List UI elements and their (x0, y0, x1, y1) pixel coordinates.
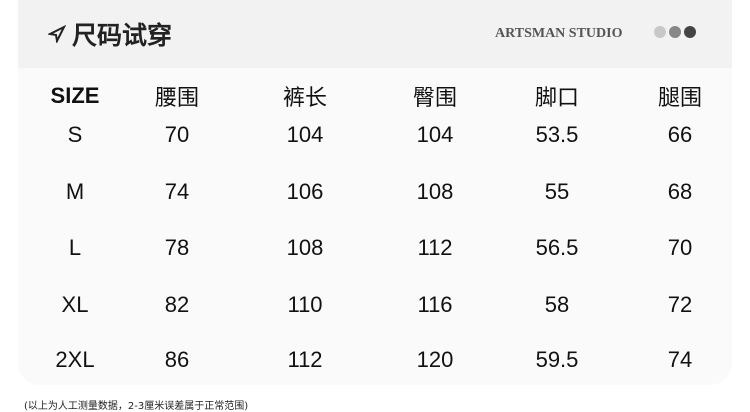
table-cell: 78 (164, 235, 190, 260)
table-cell: 104 (416, 122, 454, 147)
size-label: M (65, 179, 85, 204)
table-cell: 110 (287, 292, 323, 317)
table-cell: 106 (286, 179, 324, 204)
table-cell: 68 (667, 179, 693, 204)
dot-icon (654, 26, 666, 38)
brand-label: ARTSMAN STUDIO (495, 26, 623, 41)
table-cell: 112 (287, 347, 323, 372)
table-cell: 70 (667, 235, 693, 260)
size-chart-card: 尺码试穿 ARTSMAN STUDIO (18, 0, 732, 385)
column-header: 腰围 (154, 85, 200, 110)
table-cell: 74 (667, 347, 693, 372)
table-cell: 86 (164, 347, 190, 372)
table-cell: 53.5 (535, 122, 579, 147)
size-label: L (68, 235, 82, 260)
table-cell: 72 (667, 292, 693, 317)
table-cell: 108 (416, 179, 454, 204)
table-cell: 55 (544, 179, 570, 204)
column-header: 臀围 (412, 85, 458, 110)
table-cell: 108 (286, 235, 324, 260)
column-header: 腿围 (657, 85, 703, 110)
table-cell: 56.5 (535, 235, 579, 260)
table-cell: 120 (416, 347, 454, 372)
table-cell: 112 (417, 235, 453, 260)
table-cell: 74 (164, 179, 190, 204)
table-cell: 70 (164, 122, 190, 147)
title-text: 尺码试穿 (72, 21, 173, 50)
table-cell: 104 (286, 122, 324, 147)
table-cell: 59.5 (535, 347, 579, 372)
table-cell: 116 (417, 292, 453, 317)
dot-icon (669, 26, 681, 38)
size-label: S (67, 122, 83, 147)
decorative-dots (654, 26, 696, 38)
table-cell: 66 (667, 122, 693, 147)
card-header: 尺码试穿 ARTSMAN STUDIO (18, 0, 732, 68)
paper-plane-icon (48, 25, 66, 43)
size-label: XL (61, 292, 89, 317)
measurement-note: (以上为人工测量数据，2-3厘米误差属于正常范围) (24, 401, 249, 412)
column-header: 脚口 (534, 85, 580, 110)
page-title: 尺码试穿 (48, 16, 172, 52)
size-label: 2XL (55, 347, 95, 372)
column-header: 裤长 (282, 85, 328, 110)
table-cell: 58 (544, 292, 570, 317)
dot-icon (684, 26, 696, 38)
table-cell: 82 (164, 292, 190, 317)
column-header: SIZE (50, 83, 100, 108)
